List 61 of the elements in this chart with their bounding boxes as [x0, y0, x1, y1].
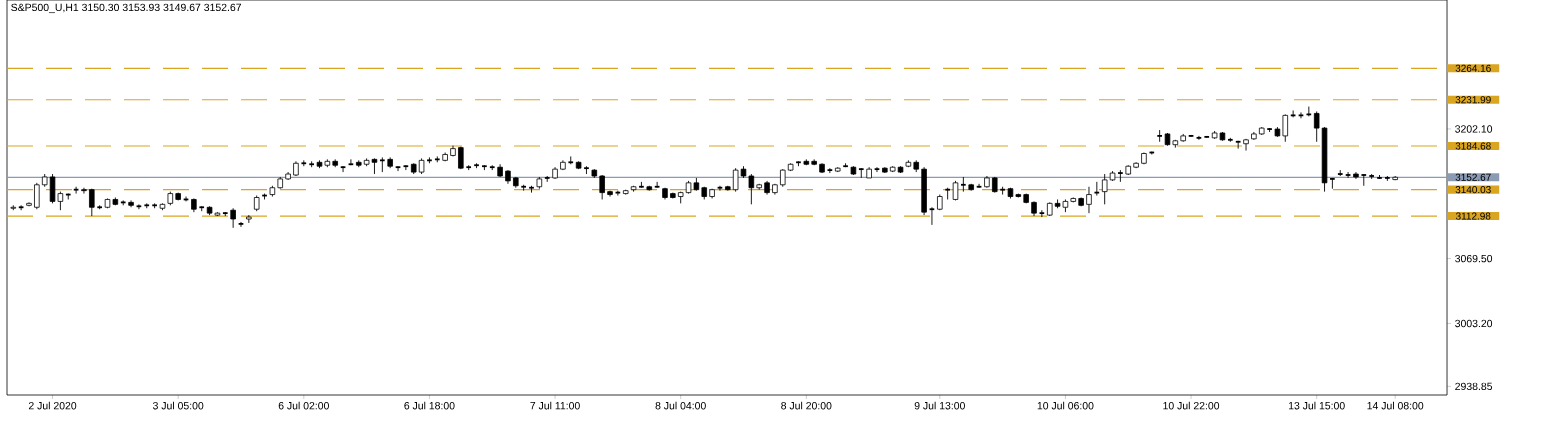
x-tick-label: 8 Jul 20:00 [781, 401, 832, 410]
ref-line-label: 3184.68 [1455, 142, 1491, 150]
candlestick [961, 176, 966, 193]
candlestick [1157, 129, 1162, 143]
ref-line-label: 3264.16 [1455, 64, 1491, 72]
x-tick-label: 9 Jul 13:00 [914, 401, 965, 410]
y-tick-label: 3202.10 [1455, 125, 1493, 133]
x-tick-label: 13 Jul 15:00 [1288, 401, 1345, 410]
candlestick [1330, 177, 1335, 190]
candlestick [238, 221, 244, 228]
y-tick-label: 2938.85 [1455, 382, 1493, 391]
candlestick [73, 186, 79, 195]
candlestick [827, 167, 833, 174]
candlestick [1345, 171, 1351, 179]
y-tick-label: 3003.20 [1455, 319, 1493, 328]
ref-line-label: 3152.67 [1455, 173, 1491, 181]
candlestick [1118, 169, 1123, 183]
x-tick-label: 2 Jul 2020 [28, 401, 77, 410]
candlestick [403, 164, 409, 171]
ref-line-label: 3112.98 [1455, 212, 1491, 220]
candlestick [1290, 110, 1296, 118]
candlestick [1298, 111, 1304, 119]
candlestick [348, 158, 354, 166]
candlestick [1101, 173, 1108, 205]
x-tick-label: 6 Jul 02:00 [278, 401, 329, 410]
candlestick [1313, 111, 1320, 143]
x-tick-label: 6 Jul 18:00 [404, 401, 455, 410]
ref-line-label: 3140.03 [1455, 186, 1491, 194]
candlestick [874, 166, 880, 173]
candlestick [929, 206, 935, 226]
x-tick-label: 14 Jul 08:00 [1367, 401, 1424, 410]
chart-title: S&P500_U,H1 3150.30 3153.93 3149.67 3152.67 [11, 3, 242, 14]
x-tick-label: 7 Jul 11:00 [530, 401, 580, 410]
candlestick [976, 183, 982, 189]
candlestick [1086, 186, 1092, 214]
candlestick [340, 165, 346, 173]
candlestick [1196, 135, 1202, 141]
candlestick [599, 174, 605, 200]
candlestick [379, 156, 385, 173]
y-tick-label: 3069.50 [1455, 254, 1493, 263]
candlestick [18, 204, 24, 211]
candlestick [395, 165, 401, 172]
candlestick [615, 190, 621, 196]
candlestick [1039, 209, 1045, 218]
candlestick [128, 199, 134, 208]
candlestick [81, 187, 87, 195]
candlestick [1094, 181, 1100, 196]
candlestick [1243, 138, 1249, 152]
candlestick [34, 182, 40, 210]
candlestick [136, 203, 142, 210]
candlestick [717, 185, 723, 192]
candlestick [1361, 173, 1367, 187]
x-tick-label: 3 Jul 05:00 [152, 401, 204, 410]
x-tick-label: 10 Jul 06:00 [1037, 401, 1094, 410]
x-tick-label: 10 Jul 22:00 [1163, 401, 1220, 410]
x-tick-label: 8 Jul 04:00 [655, 401, 706, 410]
candlestick [1282, 113, 1289, 143]
ref-line-label: 3231.99 [1455, 96, 1491, 104]
candlestick [654, 181, 660, 189]
candlestick [89, 188, 95, 217]
candlestick [230, 207, 236, 229]
